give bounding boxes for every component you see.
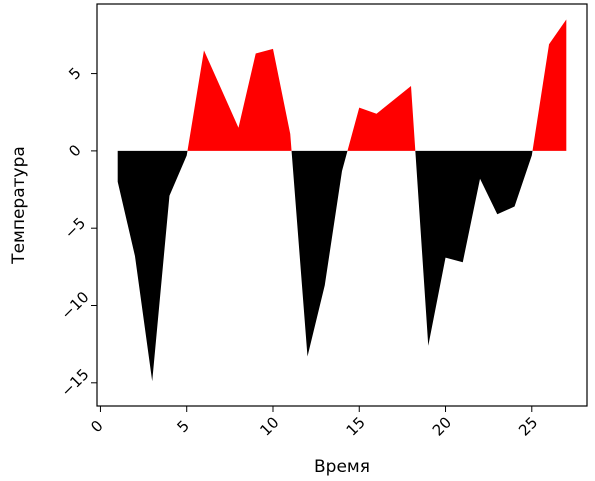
x-axis-title: Время <box>314 457 370 477</box>
y-tick-label: −10 <box>57 288 92 323</box>
positive-area-1 <box>187 48 292 151</box>
area-series <box>117 19 567 382</box>
x-tick-label: 5 <box>173 417 192 436</box>
y-tick-label: −5 <box>61 214 89 242</box>
y-axis-ticks: −15 −10 −5 0 5 <box>57 64 97 400</box>
x-tick-label: 10 <box>256 413 282 439</box>
plot-frame <box>96 3 588 407</box>
negative-area-0 <box>117 150 188 382</box>
x-tick-label: 25 <box>515 413 541 439</box>
y-tick-label: 5 <box>65 64 84 83</box>
y-axis-title: Температура <box>9 146 29 265</box>
negative-area-2 <box>291 150 348 357</box>
x-tick-label: 20 <box>429 413 455 439</box>
y-tick-label: −15 <box>57 365 92 400</box>
negative-area-4 <box>415 150 533 346</box>
x-tick-label: 15 <box>343 413 369 439</box>
x-axis-ticks: 0 5 10 15 20 25 <box>87 406 541 440</box>
positive-area-5 <box>532 19 567 151</box>
y-tick-label: 0 <box>65 141 84 160</box>
x-tick-label: 0 <box>87 417 106 436</box>
positive-area-3 <box>347 85 416 151</box>
